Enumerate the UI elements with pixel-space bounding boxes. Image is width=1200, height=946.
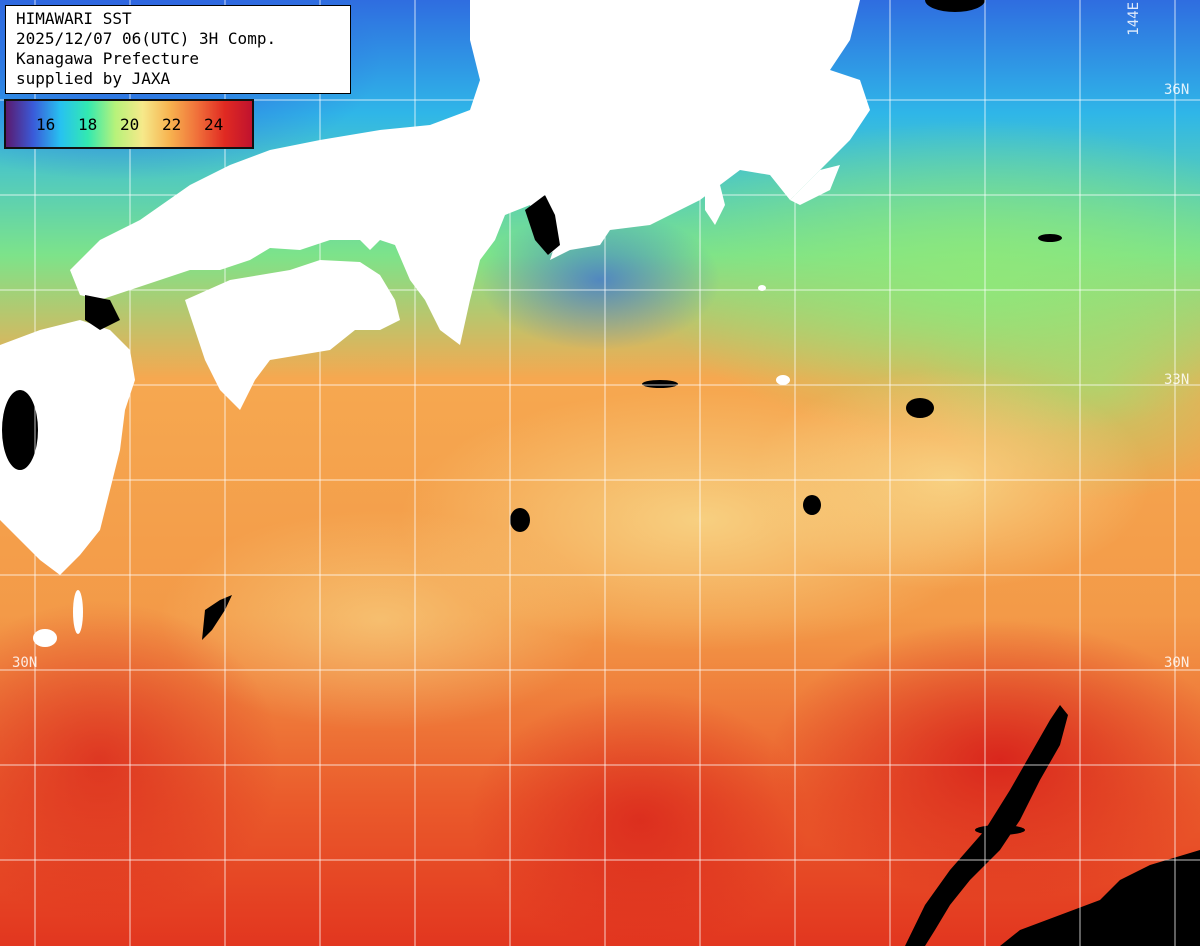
cloud-patch-4 (1038, 234, 1062, 242)
info-title: HIMAWARI SST (16, 9, 132, 28)
temperature-legend: 16 18 20 22 24 (4, 99, 254, 149)
kyushu (0, 320, 135, 575)
lat-label-30n-left: 30N (12, 655, 38, 671)
island-west (10, 372, 30, 388)
lat-label-30n-right: 30N (1164, 655, 1190, 671)
cloud-patch-5 (642, 380, 678, 388)
legend-tick-label: 20 (120, 115, 140, 134)
honshu (70, 0, 870, 345)
kii-peninsula (550, 230, 610, 260)
legend-labels: 16 18 20 22 24 (6, 101, 252, 147)
lat-label-33n-left: 33N (12, 372, 38, 388)
warm-water-west (160, 510, 600, 730)
land-mass (0, 0, 870, 647)
cloud-patch-3 (803, 495, 821, 515)
cloud-kyushu-bay (85, 295, 120, 330)
info-region: Kanagawa Prefecture (16, 49, 200, 68)
cloud-top (925, 0, 985, 12)
cloud-kyushu-west (2, 390, 38, 470)
lat-label-33n-right: 33N (1164, 372, 1190, 388)
island-tanegashima (33, 629, 57, 647)
island-yakushima (73, 590, 83, 634)
island-izu (776, 375, 790, 385)
legend-color-bar (6, 101, 252, 147)
info-datetime: 2025/12/07 06(UTC) 3H Comp. (16, 29, 277, 48)
cloud-patch-6 (975, 825, 1025, 835)
lat-label-36n-right: 36N (1164, 82, 1190, 98)
cloud-kii-bay (525, 195, 560, 255)
hot-water-south (470, 690, 810, 946)
legend-tick-label: 16 (36, 115, 56, 134)
info-box: HIMAWARI SST 2025/12/07 06(UTC) 3H Comp.… (5, 5, 351, 94)
lon-label-144e: 144E (1126, 2, 1142, 36)
legend-tick-label: 22 (162, 115, 182, 134)
info-credit: supplied by JAXA (16, 69, 171, 88)
cloud-patch-2 (510, 508, 530, 532)
hot-water-southwest (0, 600, 280, 920)
cloud-patch-1 (906, 398, 934, 418)
legend-tick-label: 18 (78, 115, 98, 134)
cloud-southeast-corner (1000, 850, 1200, 946)
legend-tick-label: 24 (204, 115, 224, 134)
lon-label-136e: 136E (484, 2, 500, 36)
shikoku (185, 260, 400, 410)
